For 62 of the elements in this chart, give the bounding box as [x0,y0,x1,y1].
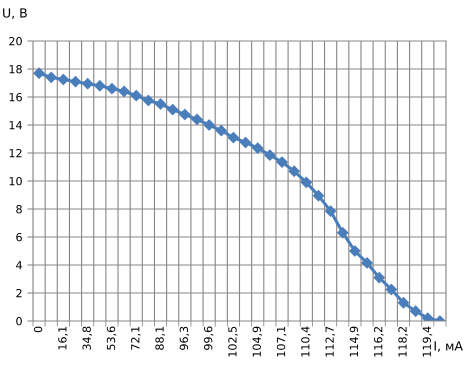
point [70,76,82,88]
point [361,257,373,269]
point [167,104,178,116]
y-tick-label: 16 [10,92,22,102]
y-tick-label: 14 [10,121,22,130]
y-tick-label: 8 [16,204,22,214]
point [106,82,118,94]
x-tick-label: 0 [34,326,42,332]
x-tick-label: 112,7 [325,326,335,356]
point [216,124,227,136]
x-tick-label: 110,4 [301,326,311,356]
point [130,90,142,102]
x-tick-label: 116,2 [374,326,384,356]
x-axis-title: I, мА [434,341,463,352]
y-tick-label: 18 [10,64,22,74]
x-tick-label: 88,1 [155,326,165,350]
point [386,284,397,296]
point [276,156,288,168]
y-tick-label: 0 [16,316,22,326]
point [300,176,312,188]
y-tick-label: 12 [10,148,22,158]
point [374,272,385,284]
point [398,297,410,308]
x-tick-label: 99,6 [204,326,214,350]
y-axis-title: U, В [3,8,27,19]
x-tick-label: 118,2 [398,326,408,356]
point [349,245,361,257]
point [252,142,264,154]
y-tick-label: 20 [9,36,22,46]
x-tick-label: 114,9 [350,326,360,356]
x-tick-label: 96,3 [180,326,190,350]
point [118,86,130,98]
x-tick-label: 104,9 [252,326,262,356]
point [204,119,215,131]
x-tick-label: 72,1 [131,326,141,350]
y-tick-label: 6 [16,232,22,242]
point [94,80,106,92]
x-tick-label: 34,8 [82,326,92,350]
y-tick-label: 10 [10,176,22,186]
y-tick-label: 4 [16,261,22,270]
point [82,78,94,90]
point [142,94,154,106]
x-tick-label: 102,5 [228,326,238,356]
x-tick-label: 107,1 [276,326,286,356]
point [410,306,422,317]
point [191,114,203,126]
point [324,205,336,217]
point [337,227,348,238]
point [33,68,45,79]
point [58,74,69,86]
point [288,166,300,177]
point [179,108,190,120]
point [240,136,252,148]
point [46,72,57,84]
point [154,98,166,110]
y-tick-label: 2 [16,288,22,298]
point [264,149,276,161]
x-tick-label: 16,1 [58,326,68,350]
x-tick-label: 119,4 [422,326,432,356]
point [312,190,324,202]
x-tick-label: 53,6 [106,326,116,350]
point [228,132,240,144]
